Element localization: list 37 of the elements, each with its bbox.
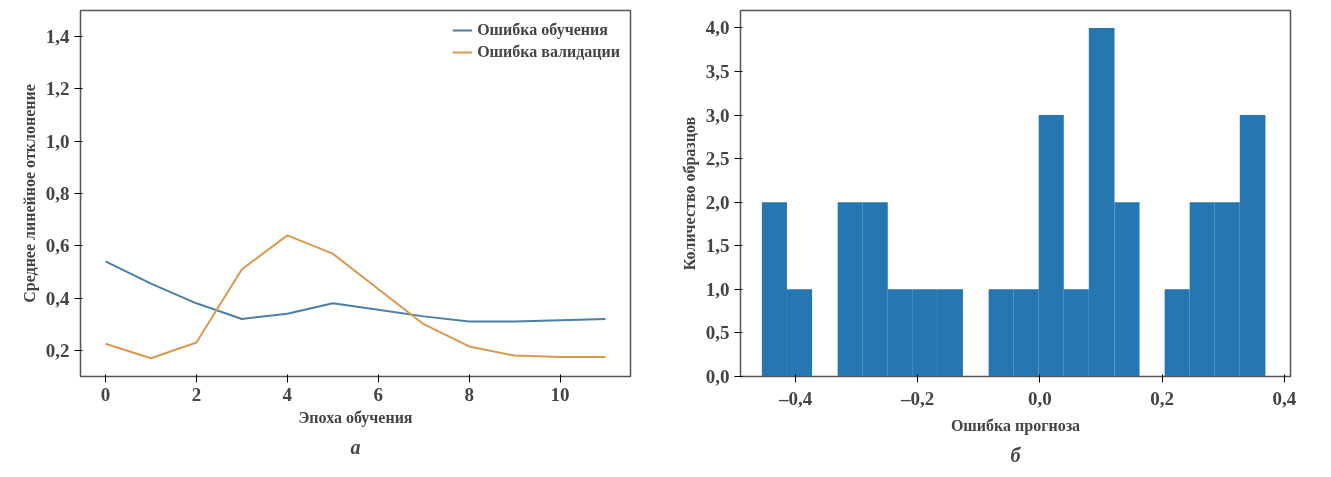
y-tick-label: 0,5 [705,322,730,344]
x-axis-title: Ошибка прогноза [950,416,1081,435]
text: б [1010,443,1022,466]
x-tick-label: –0,2 [900,387,935,409]
legend-label: Ошибка обучения [477,21,608,39]
line-series [104,234,607,360]
x-tick-label: 0,4 [1272,387,1297,409]
y-tick-label: 1,2 [45,78,70,100]
y-tick-label: 3,5 [705,61,730,82]
y-tick-label: 2,5 [705,148,730,170]
line-series [104,260,607,323]
legend-label: Ошибка валидации [477,43,620,61]
y-axis-title: Среднее линейное отклонение [20,84,39,303]
x-tick-label: 6 [373,383,383,405]
y-tick-label: 0,6 [45,235,70,257]
x-tick-label: 0,0 [1028,387,1052,409]
x-tick-label: –0,4 [777,387,813,409]
x-axis-title: Эпоха обучения [298,408,413,427]
y-axis-title: Количество образцов [680,116,699,271]
y-tick-label: 1,4 [45,26,70,48]
x-tick-label: 2 [191,383,202,405]
x-tick-label: 4 [282,383,293,405]
y-tick-label: 3,0 [705,104,730,126]
y-tick-label: 0,8 [45,183,70,204]
x-tick-label: 10 [550,383,570,405]
y-tick-label: 1,0 [705,278,730,300]
y-tick-label: 1,0 [45,130,70,152]
y-tick-label: 4,0 [705,17,730,39]
y-tick-label: 0,4 [45,287,70,309]
y-tick-label: 1,5 [705,235,730,257]
x-tick-label: 0,2 [1150,387,1175,409]
x-tick-label: 0 [100,383,111,405]
y-tick-label: 2,0 [705,191,730,213]
y-tick-label: 0,0 [705,366,730,387]
y-tick-label: 0,2 [45,339,70,361]
text: а [350,435,361,458]
x-tick-label: 8 [464,383,474,405]
